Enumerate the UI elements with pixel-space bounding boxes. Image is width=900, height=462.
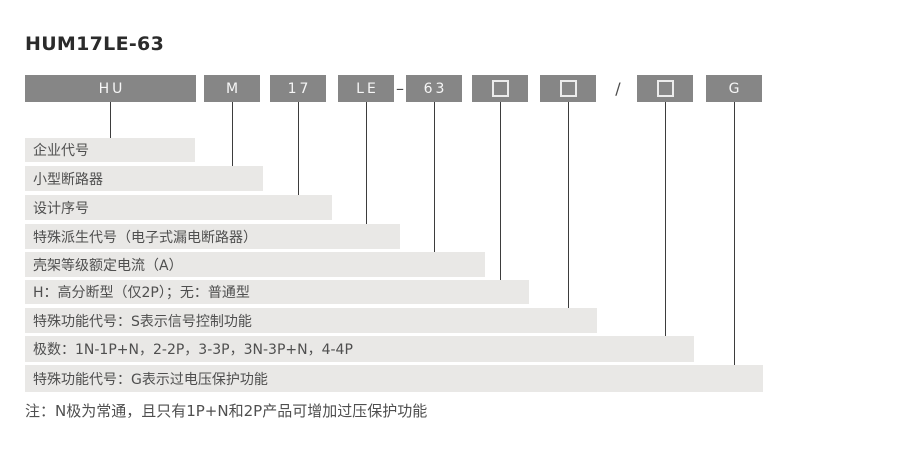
code-segment-LE: LE xyxy=(338,75,394,102)
meaning-label: 极数：1N-1P+N，2-2P，3-3P，3N-3P+N，4-4P xyxy=(33,342,353,358)
connector-line xyxy=(232,102,233,166)
dash-separator: – xyxy=(396,79,404,98)
code-segment-label: HU xyxy=(98,80,126,97)
placeholder-square-icon xyxy=(491,80,509,97)
connector-line xyxy=(568,102,569,308)
meaning-label: 壳架等级额定电流（A） xyxy=(33,257,183,274)
meaning-label: H：高分断型（仅2P）；无：普通型 xyxy=(33,285,250,301)
code-segment-label: G xyxy=(728,80,743,97)
code-segment-blank xyxy=(472,75,528,102)
placeholder-square-icon xyxy=(559,80,577,97)
meaning-row: 企业代号 xyxy=(25,138,195,162)
code-segment-G: G xyxy=(706,75,762,102)
connector-line xyxy=(665,102,666,336)
code-segment-label: LE xyxy=(356,80,379,97)
meaning-row: 小型断路器 xyxy=(25,166,263,191)
connector-line xyxy=(500,102,501,280)
code-segment-label: 63 xyxy=(423,80,448,97)
code-segment-HU: HU xyxy=(25,75,196,102)
connector-line xyxy=(298,102,299,195)
code-segment-label: M xyxy=(225,80,242,97)
connector-line xyxy=(110,102,111,138)
code-segment-M: M xyxy=(204,75,260,102)
code-segment-blank xyxy=(540,75,596,102)
page-title: HUM17LE-63 xyxy=(25,33,165,55)
slash-separator: / xyxy=(615,79,621,98)
meaning-row: 特殊派生代号（电子式漏电断路器） xyxy=(25,224,400,249)
meaning-row: 特殊功能代号：S表示信号控制功能 xyxy=(25,308,597,333)
connector-line xyxy=(366,102,367,224)
meaning-row: 设计序号 xyxy=(25,195,332,220)
code-segment-label: 17 xyxy=(287,80,312,97)
meaning-row: 壳架等级额定电流（A） xyxy=(25,252,485,277)
meaning-row: 极数：1N-1P+N，2-2P，3-3P，3N-3P+N，4-4P xyxy=(25,336,694,362)
code-segment-blank xyxy=(637,75,693,102)
connector-line xyxy=(734,102,735,365)
meaning-label: 小型断路器 xyxy=(33,171,103,188)
code-segment-17: 17 xyxy=(270,75,326,102)
meaning-row: H：高分断型（仅2P）；无：普通型 xyxy=(25,280,529,304)
placeholder-square-icon xyxy=(656,80,674,97)
connector-line xyxy=(434,102,435,252)
meaning-label: 特殊功能代号：G表示过电压保护功能 xyxy=(33,371,268,388)
code-segment-63: 63 xyxy=(406,75,462,102)
meaning-label: 特殊派生代号（电子式漏电断路器） xyxy=(33,229,257,246)
meaning-label: 设计序号 xyxy=(33,200,89,217)
meaning-label: 特殊功能代号：S表示信号控制功能 xyxy=(33,313,252,330)
meaning-row: 特殊功能代号：G表示过电压保护功能 xyxy=(25,365,763,392)
meaning-label: 企业代号 xyxy=(33,143,89,159)
footnote: 注：N极为常通，且只有1P+N和2P产品可增加过压保护功能 xyxy=(25,402,428,420)
